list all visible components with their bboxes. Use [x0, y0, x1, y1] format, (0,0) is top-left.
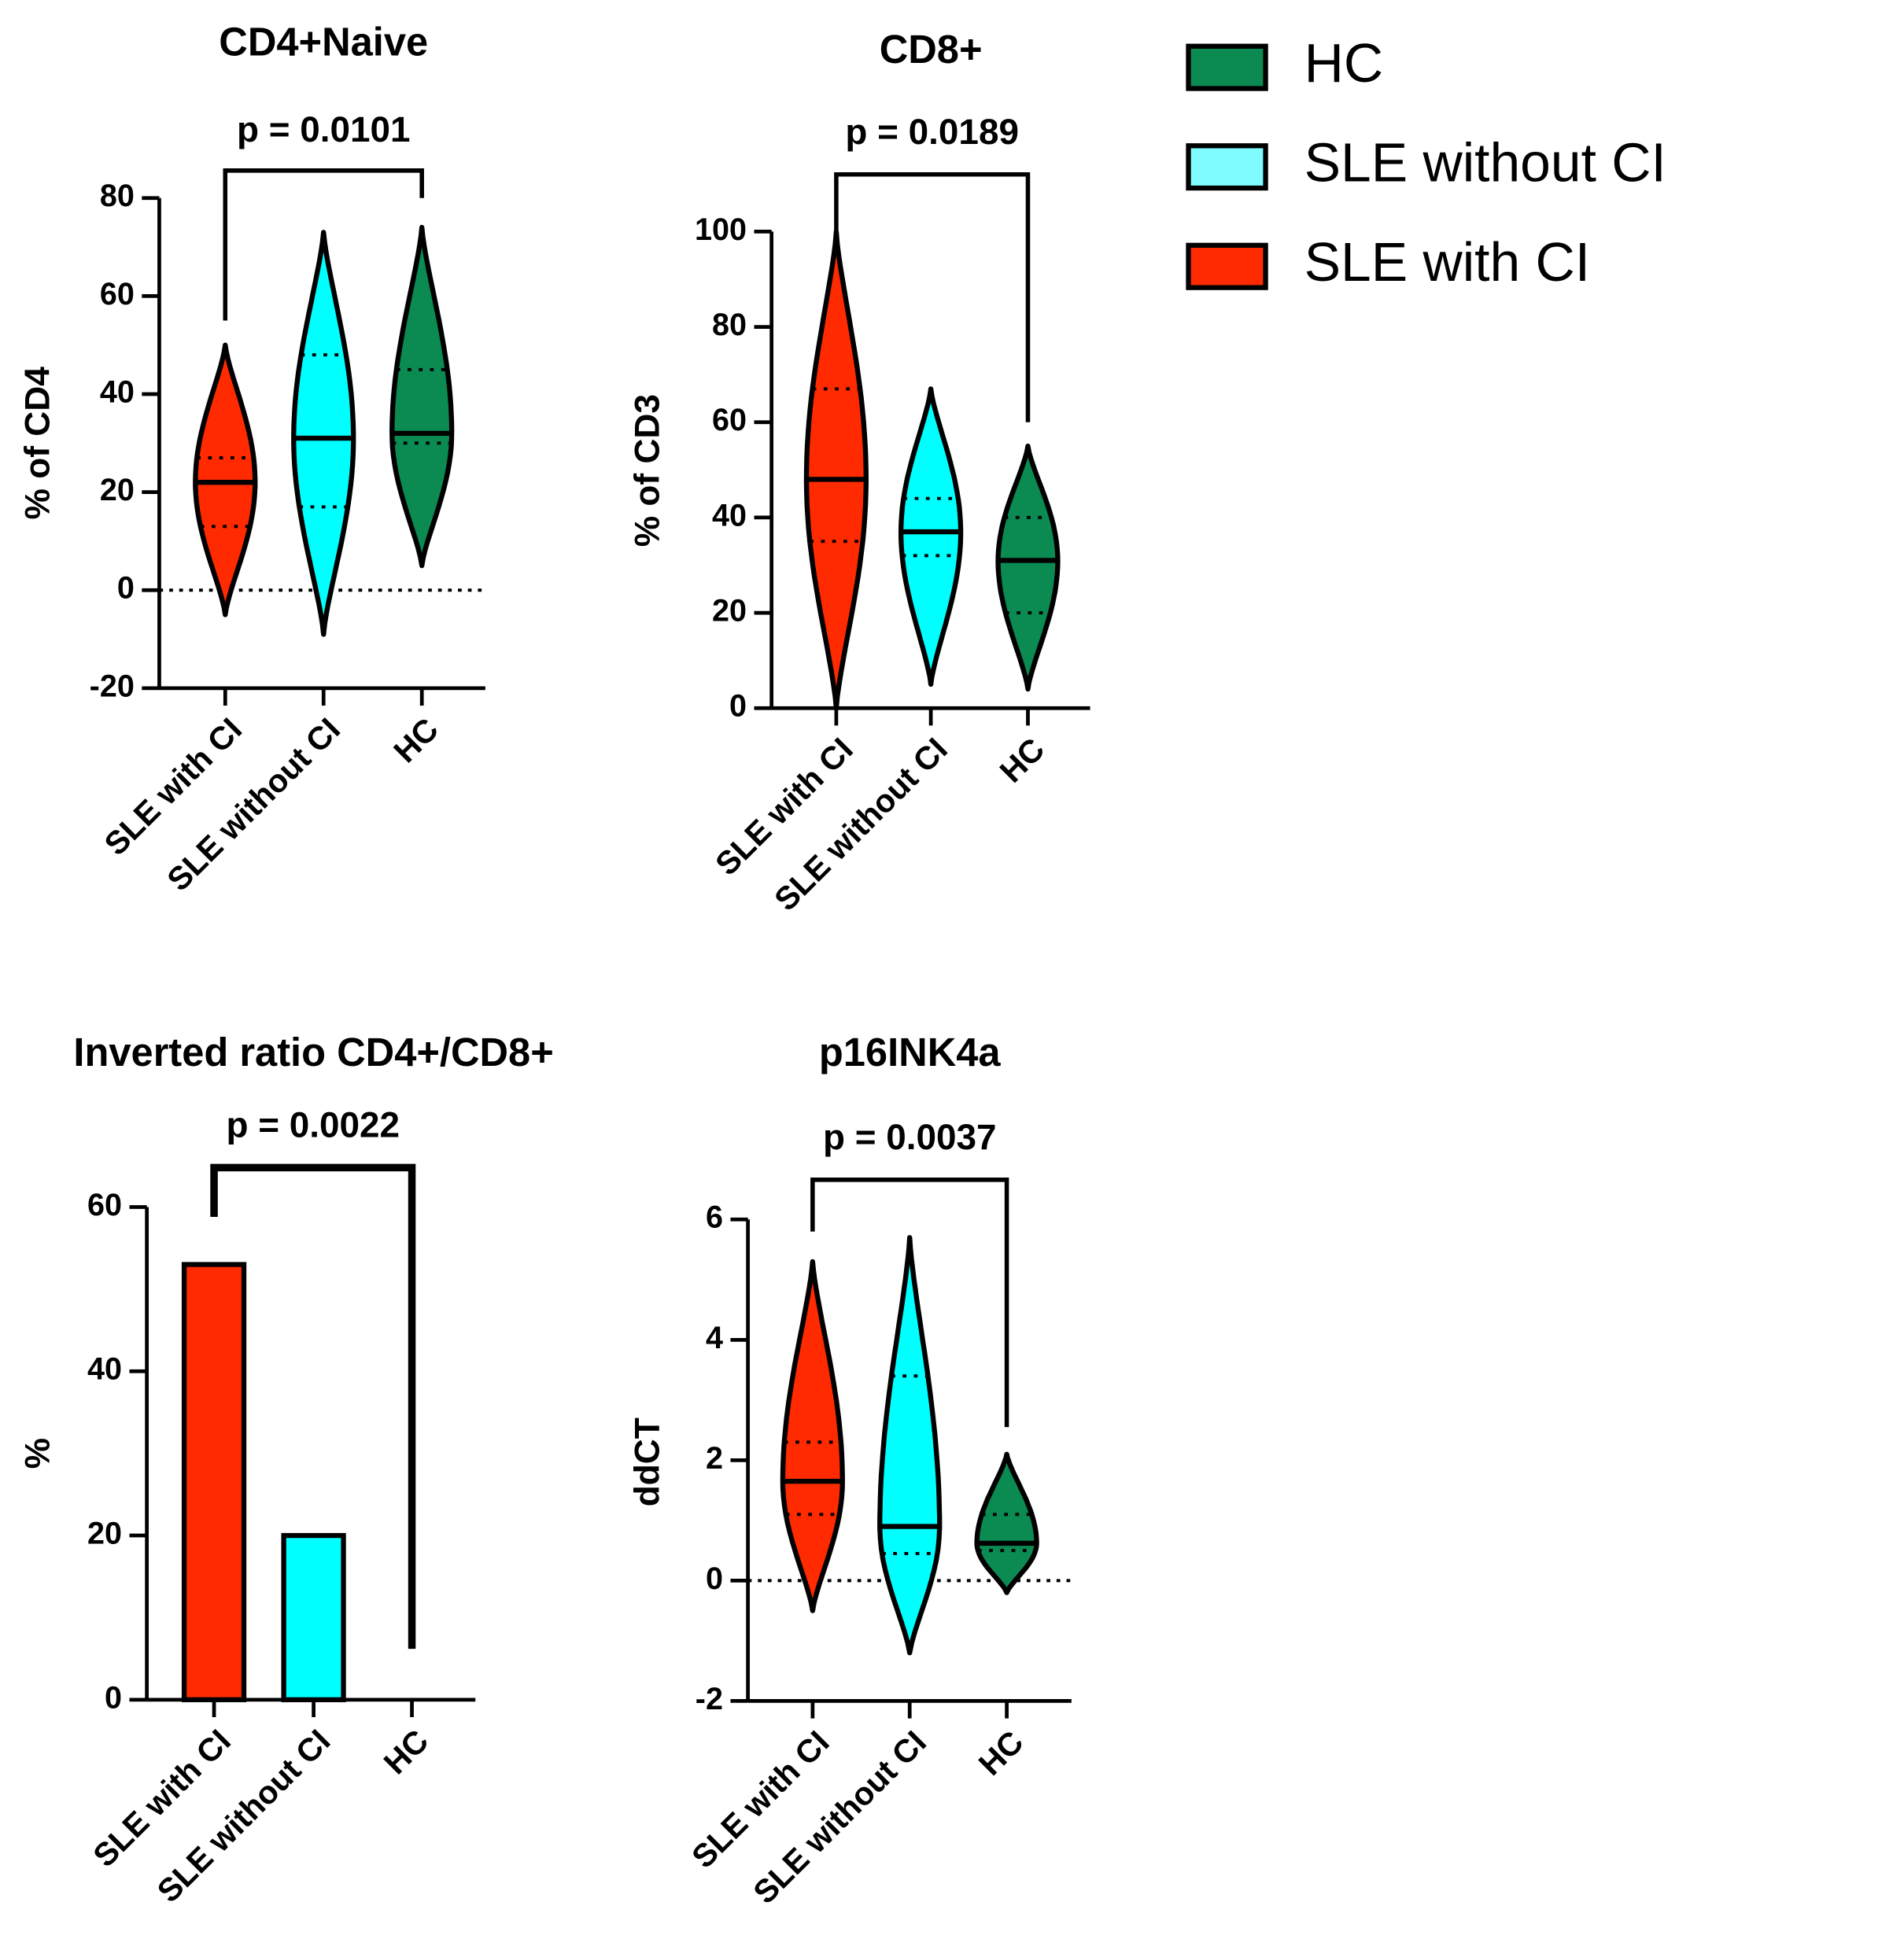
legend-label: HC: [1304, 32, 1384, 94]
y-tick-label: 60: [87, 1188, 122, 1222]
legend-swatch: [1186, 43, 1268, 91]
legend-label: SLE with CI: [1304, 231, 1591, 293]
y-tick-label: 40: [87, 1352, 122, 1387]
x-tick-label: HC: [993, 731, 1052, 790]
y-axis-label: % of CD3: [628, 394, 666, 547]
y-tick-label: 0: [729, 689, 747, 724]
violin-body: [898, 386, 964, 687]
p-value: p = 0.0101: [237, 109, 411, 149]
y-tick-label: 40: [100, 374, 135, 409]
legend-label: SLE without CI: [1304, 132, 1666, 194]
y-tick-label: 6: [706, 1200, 723, 1235]
y-tick-label: 20: [100, 473, 135, 507]
y-tick-label: -2: [696, 1682, 723, 1716]
bar: [181, 1262, 247, 1703]
x-tick-label: SLE without CI: [161, 711, 348, 898]
y-tick-label: 0: [706, 1561, 723, 1596]
significance-bracket: [810, 1178, 1009, 1428]
violin-body: [780, 1259, 845, 1613]
significance-bracket: [834, 171, 1031, 422]
y-tick-label: 0: [105, 1680, 122, 1715]
y-axis-label: %: [18, 1438, 57, 1469]
p-value: p = 0.0037: [823, 1116, 997, 1157]
significance-bracket: [223, 168, 424, 321]
legend-swatch: [1186, 242, 1268, 290]
violin-body: [877, 1235, 943, 1656]
x-tick-label: SLE without CI: [767, 731, 954, 918]
y-tick-label: 100: [695, 212, 747, 247]
chart-title: CD8+: [880, 27, 983, 72]
x-tick-label: HC: [387, 711, 446, 770]
violin-body: [803, 229, 869, 711]
y-axis-label: ddCT: [628, 1417, 666, 1506]
y-tick-label: 20: [87, 1516, 122, 1550]
y-tick-label: 0: [117, 571, 135, 606]
y-tick-label: 60: [100, 277, 135, 311]
y-tick-label: 80: [100, 179, 135, 213]
y-axis-label: % of CD4: [18, 367, 57, 520]
y-tick-label: 4: [706, 1321, 723, 1355]
violin-body: [389, 224, 455, 569]
y-tick-label: 80: [712, 308, 747, 342]
chart-title: Inverted ratio CD4+/CD8+: [73, 1030, 553, 1075]
violin-body: [291, 230, 356, 637]
violin-body: [995, 443, 1061, 692]
y-tick-label: 60: [712, 403, 747, 437]
y-tick-label: 40: [712, 498, 747, 533]
legend-swatch: [1186, 143, 1268, 191]
p-value: p = 0.0022: [227, 1104, 400, 1145]
chart-title: p16INK4a: [819, 1030, 1002, 1075]
violin-body: [974, 1451, 1039, 1595]
x-tick-label: SLE without CI: [746, 1723, 933, 1911]
bar: [281, 1532, 346, 1703]
y-tick-label: 20: [712, 594, 747, 628]
x-tick-label: HC: [972, 1723, 1031, 1782]
significance-bracket: [210, 1163, 416, 1650]
x-tick-label: SLE without CI: [150, 1723, 338, 1910]
x-tick-label: HC: [377, 1723, 436, 1782]
p-value: p = 0.0189: [845, 111, 1019, 152]
y-tick-label: 2: [706, 1441, 723, 1476]
y-tick-label: -20: [90, 669, 135, 703]
chart-title: CD4+Naive: [219, 20, 428, 65]
